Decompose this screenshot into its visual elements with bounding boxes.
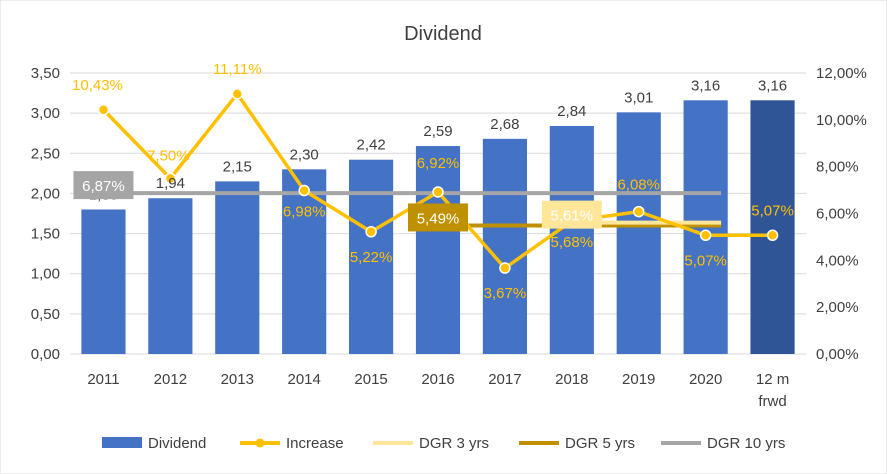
increase-point bbox=[432, 186, 444, 198]
legend-label: DGR 3 yrs bbox=[419, 435, 489, 452]
increase-data-label: 7,50% bbox=[147, 147, 190, 164]
increase-data-label: 10,43% bbox=[72, 77, 123, 94]
y-left-tick-label: 0,50 bbox=[31, 306, 60, 323]
increase-point bbox=[97, 104, 110, 116]
dividend-bar bbox=[215, 181, 260, 354]
y-right-tick-label: 6,00% bbox=[816, 206, 859, 223]
dividend-bar bbox=[415, 146, 461, 354]
bar-series bbox=[81, 100, 795, 354]
increase-data-label: 11,11% bbox=[213, 61, 262, 78]
increase-point bbox=[499, 262, 511, 274]
chart-title: Dividend bbox=[404, 23, 482, 45]
dividend-bar bbox=[616, 112, 661, 354]
y-right-tick-label: 12,00% bbox=[816, 65, 867, 82]
dividend-bar bbox=[81, 209, 126, 354]
legend-marker bbox=[255, 438, 265, 448]
x-tick-label: 2011 bbox=[87, 371, 119, 388]
increase-data-label: 5,68% bbox=[551, 234, 594, 251]
dgr-3-yrs-label: 5,61% bbox=[551, 208, 594, 225]
y-right-tick-label: 10,00% bbox=[816, 112, 867, 129]
increase-data-label: 6,08% bbox=[617, 177, 660, 194]
legend: Dividend Increase DGR 3 yrs DGR 5 yrs DGR 10… bbox=[102, 435, 785, 452]
dividend-data-label: 3,16 bbox=[758, 77, 787, 94]
y-right-tick-label: 8,00% bbox=[816, 159, 859, 176]
x-tick-label: 2020 bbox=[689, 371, 722, 388]
increase-data-label: 5,07% bbox=[684, 252, 727, 269]
increase-point bbox=[365, 226, 377, 238]
y-left-tick-label: 2,50 bbox=[31, 145, 60, 162]
increase-point bbox=[632, 205, 645, 218]
x-tick-label: 2016 bbox=[421, 371, 454, 388]
x-tick-label: 2018 bbox=[555, 371, 588, 388]
dividend-data-label: 3,01 bbox=[624, 89, 653, 106]
x-tick-label: 2012 bbox=[154, 371, 187, 388]
y-left-tick-label: 0,00 bbox=[31, 346, 60, 363]
y-left-tick-label: 3,00 bbox=[31, 105, 60, 122]
increase-point bbox=[766, 229, 779, 242]
x-tick-label: 2017 bbox=[488, 371, 521, 388]
increase-point bbox=[699, 229, 712, 242]
increase-data-label: 5,22% bbox=[350, 249, 393, 266]
dgr-10-yrs-label: 6,87% bbox=[82, 178, 125, 195]
y-left-tick-label: 2,00 bbox=[31, 185, 60, 202]
y-right-tick-label: 0,00% bbox=[816, 346, 859, 363]
legend-label: DGR 10 yrs bbox=[707, 435, 785, 452]
x-tick-label: 2015 bbox=[354, 371, 387, 388]
data-labels: 1,801,942,152,302,422,592,682,843,013,16… bbox=[72, 61, 794, 302]
dividend-data-label: 3,16 bbox=[691, 77, 720, 94]
dividend-bar bbox=[750, 100, 795, 354]
increase-data-label: 3,67% bbox=[484, 285, 527, 302]
dgr-10-yrs-label-box bbox=[73, 171, 134, 200]
dgr-5-yrs-label-box bbox=[408, 203, 468, 232]
y-left-tick-label: 3,50 bbox=[31, 65, 60, 82]
dividend-data-label: 2,59 bbox=[423, 123, 452, 140]
dividend-data-label: 2,15 bbox=[223, 158, 252, 175]
increase-point bbox=[164, 172, 177, 185]
dividend-data-label: 1,94 bbox=[156, 175, 185, 192]
dividend-data-label: 2,42 bbox=[356, 137, 385, 154]
x-tick-label: 2019 bbox=[622, 371, 655, 388]
increase-data-label: 6,92% bbox=[417, 155, 460, 172]
legend-label: Dividend bbox=[148, 435, 206, 452]
x-tick-label: frwd bbox=[758, 393, 786, 410]
dividend-bar bbox=[549, 125, 594, 354]
increase-point bbox=[298, 184, 310, 197]
legend-label: Increase bbox=[286, 435, 344, 452]
y-right-tick-label: 2,00% bbox=[816, 299, 859, 316]
y-left-tick-label: 1,50 bbox=[31, 226, 60, 243]
dividend-data-label: 2,30 bbox=[290, 146, 319, 163]
x-tick-label: 12 m bbox=[756, 371, 789, 388]
dgr-5-yrs-label: 5,49% bbox=[417, 210, 460, 227]
legend-label: DGR 5 yrs bbox=[565, 435, 635, 452]
axes: 0,00 0,50 1,00 1,50 2,00 2,50 3,00 3,50 0,00% 2,0… bbox=[31, 65, 867, 410]
dividend-data-label: 2,68 bbox=[490, 116, 519, 133]
legend-swatch bbox=[102, 437, 142, 448]
increase-data-label: 6,98% bbox=[283, 204, 326, 221]
dividend-bar bbox=[482, 138, 527, 354]
dgr-3-yrs-label-box bbox=[541, 200, 602, 229]
y-right-tick-label: 4,00% bbox=[816, 252, 859, 269]
dividend-bar bbox=[148, 198, 193, 354]
increase-point bbox=[231, 88, 244, 100]
x-tick-label: 2014 bbox=[287, 371, 320, 388]
x-tick-label: 2013 bbox=[221, 371, 254, 388]
dividend-data-label: 2,84 bbox=[557, 103, 586, 120]
increase-data-label: 5,07% bbox=[751, 202, 794, 219]
y-left-tick-label: 1,00 bbox=[31, 266, 60, 283]
dividend-bar bbox=[282, 169, 327, 354]
